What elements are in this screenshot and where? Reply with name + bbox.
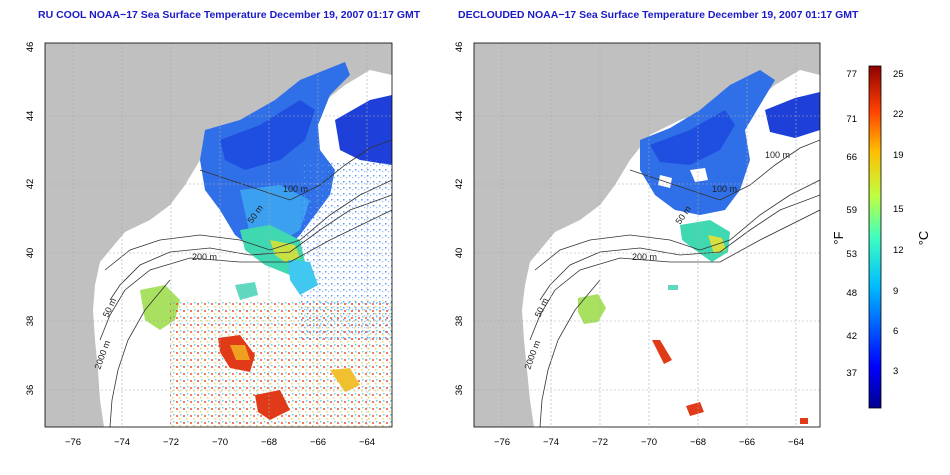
y-tick-label: 36 bbox=[454, 385, 465, 396]
x-tick-label: −64 bbox=[788, 437, 804, 448]
y-tick-label: 46 bbox=[454, 42, 465, 53]
f-tick-label: 37 bbox=[846, 368, 857, 379]
y-tick-label: 38 bbox=[454, 316, 465, 327]
x-axis: −76 −74 −72 −70 −68 −66 −64 bbox=[494, 437, 804, 448]
graticule bbox=[45, 43, 392, 427]
colorbar: 77 71 66 59 53 48 42 37 25 22 19 15 12 9… bbox=[831, 65, 931, 409]
y-tick-label: 44 bbox=[454, 111, 465, 122]
left-map-title: RU COOL NOAA−17 Sea Surface Temperature … bbox=[38, 9, 421, 21]
f-tick-label: 59 bbox=[846, 205, 857, 216]
x-tick-label: −76 bbox=[65, 437, 81, 448]
isobath-label: 100 m bbox=[712, 184, 737, 194]
y-tick-label: 46 bbox=[25, 42, 36, 53]
fahrenheit-axis-label: °F bbox=[831, 231, 846, 244]
y-tick-label: 36 bbox=[25, 385, 36, 396]
x-axis: −76 −74 −72 −70 −68 −66 −64 bbox=[65, 437, 375, 448]
y-axis: 46 44 42 40 38 36 bbox=[25, 42, 36, 396]
x-tick-label: −70 bbox=[212, 437, 228, 448]
map-frame bbox=[44, 42, 393, 428]
land-mass bbox=[45, 43, 392, 427]
land-mass bbox=[474, 43, 820, 427]
map-frame bbox=[473, 42, 821, 428]
c-tick-label: 22 bbox=[893, 109, 904, 120]
c-tick-label: 12 bbox=[893, 245, 904, 256]
x-tick-label: −76 bbox=[494, 437, 510, 448]
f-tick-label: 42 bbox=[846, 331, 857, 342]
c-tick-label: 3 bbox=[893, 366, 898, 377]
celsius-scale: 25 22 19 15 12 9 6 3 bbox=[893, 69, 904, 377]
f-tick-label: 71 bbox=[846, 114, 857, 125]
isobath-label: 100 m bbox=[765, 150, 790, 160]
c-tick-label: 6 bbox=[893, 326, 898, 337]
left-map-panel: 100 m 50 m 200 m 50 m 2000 m −76 −74 −72… bbox=[25, 42, 393, 448]
x-tick-label: −72 bbox=[163, 437, 179, 448]
c-tick-label: 15 bbox=[893, 204, 904, 215]
c-tick-label: 19 bbox=[893, 150, 904, 161]
c-tick-label: 25 bbox=[893, 69, 904, 80]
graticule bbox=[474, 43, 820, 427]
right-map-title: DECLOUDED NOAA−17 Sea Surface Temperatur… bbox=[458, 9, 859, 21]
x-tick-label: −68 bbox=[261, 437, 277, 448]
colorbar-gradient bbox=[868, 65, 882, 409]
isobath-label: 200 m bbox=[192, 252, 217, 262]
x-tick-label: −74 bbox=[543, 437, 559, 448]
f-tick-label: 48 bbox=[846, 288, 857, 299]
c-tick-label: 9 bbox=[893, 286, 898, 297]
isobath-label: 200 m bbox=[632, 252, 657, 262]
y-tick-label: 38 bbox=[25, 316, 36, 327]
y-tick-label: 44 bbox=[25, 111, 36, 122]
f-tick-label: 77 bbox=[846, 69, 857, 80]
x-tick-label: −68 bbox=[690, 437, 706, 448]
x-tick-label: −70 bbox=[641, 437, 657, 448]
x-tick-label: −66 bbox=[310, 437, 326, 448]
f-tick-label: 66 bbox=[846, 152, 857, 163]
x-tick-label: −64 bbox=[359, 437, 375, 448]
y-tick-label: 42 bbox=[25, 179, 36, 190]
fahrenheit-scale: 77 71 66 59 53 48 42 37 bbox=[846, 69, 857, 379]
right-map-panel: 100 m 100 m 50 m 200 m 50 m 2000 m −76 −… bbox=[454, 42, 821, 448]
y-tick-label: 42 bbox=[454, 179, 465, 190]
celsius-axis-label: °C bbox=[916, 231, 931, 246]
y-tick-label: 40 bbox=[454, 248, 465, 259]
x-tick-label: −74 bbox=[114, 437, 130, 448]
isobath-label: 100 m bbox=[283, 184, 308, 194]
x-tick-label: −72 bbox=[592, 437, 608, 448]
x-tick-label: −66 bbox=[739, 437, 755, 448]
y-axis: 46 44 42 40 38 36 bbox=[454, 42, 465, 396]
y-tick-label: 40 bbox=[25, 248, 36, 259]
f-tick-label: 53 bbox=[846, 249, 857, 260]
